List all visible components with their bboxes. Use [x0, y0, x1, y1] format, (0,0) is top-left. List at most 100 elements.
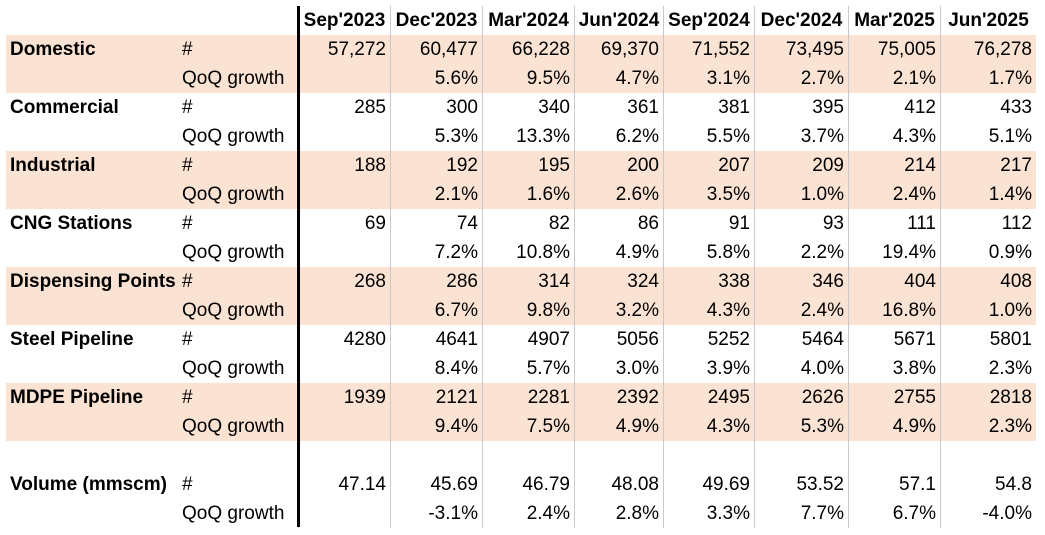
metric-growth-row: QoQ growth 5.6% 9.5% 4.7% 3.1% 2.7% 2.1% 1.7% [6, 64, 1036, 93]
unit-label: # [182, 387, 193, 408]
count-cell: 57,272 [298, 35, 390, 64]
growth-cell: 1.7% [940, 64, 1036, 93]
count-cell: 75,005 [848, 35, 940, 64]
count-cell: 5252 [663, 325, 754, 354]
count-cell: 5671 [848, 325, 940, 354]
growth-cell: 2.8% [574, 499, 663, 528]
growth-cell: 0.9% [940, 238, 1036, 267]
count-cell: 86 [574, 209, 663, 238]
growth-cell: 3.3% [663, 499, 754, 528]
count-cell: 47.14 [298, 470, 390, 499]
metric-count-row: MDPE Pipeline #1939 2121 2281 2392 2495 2626 27… [6, 383, 1036, 412]
unit-label: # [182, 271, 193, 292]
growth-cell: 2.1% [390, 180, 482, 209]
growth-cell [298, 122, 390, 151]
metric-growth-row: QoQ growth 7.2% 10.8% 4.9% 5.8% 2.2% 19.4% 0.9% [6, 238, 1036, 267]
growth-cell [298, 354, 390, 383]
growth-label: QoQ growth [182, 242, 285, 263]
growth-cell: 3.2% [574, 296, 663, 325]
growth-cell: 5.3% [754, 412, 848, 441]
metric-label: Steel Pipeline [10, 329, 134, 350]
count-cell: 195 [482, 151, 574, 180]
count-cell: 4280 [298, 325, 390, 354]
count-cell: 412 [848, 93, 940, 122]
count-cell: 4907 [482, 325, 574, 354]
count-cell: 111 [848, 209, 940, 238]
count-cell: 200 [574, 151, 663, 180]
growth-cell [298, 180, 390, 209]
growth-cell: 2.3% [940, 354, 1036, 383]
metric-label: Industrial [10, 155, 96, 176]
metric-label: Domestic [10, 39, 96, 60]
count-cell: 45.69 [390, 470, 482, 499]
growth-cell: 5.6% [390, 64, 482, 93]
growth-cell: 1.0% [754, 180, 848, 209]
growth-cell: 2.2% [754, 238, 848, 267]
growth-cell: 3.1% [663, 64, 754, 93]
metric-growth-row: QoQ growth 8.4% 5.7% 3.0% 3.9% 4.0% 3.8% 2.3% [6, 354, 1036, 383]
count-cell: 71,552 [663, 35, 754, 64]
unit-label: # [182, 474, 193, 495]
growth-cell: 1.6% [482, 180, 574, 209]
growth-cell: 4.9% [848, 412, 940, 441]
growth-cell: 7.5% [482, 412, 574, 441]
growth-cell: 7.7% [754, 499, 848, 528]
count-cell: 5801 [940, 325, 1036, 354]
unit-label: # [182, 97, 193, 118]
metric-label: Volume (mmscm) [10, 474, 167, 495]
count-cell: 2818 [940, 383, 1036, 412]
growth-cell [298, 296, 390, 325]
growth-cell: 2.1% [848, 64, 940, 93]
growth-cell: 3.8% [848, 354, 940, 383]
growth-label: QoQ growth [182, 358, 285, 379]
column-header: Sep'2023 [298, 6, 390, 35]
count-cell: 300 [390, 93, 482, 122]
empty-cell [848, 441, 940, 470]
growth-cell [298, 412, 390, 441]
count-cell: 48.08 [574, 470, 663, 499]
growth-cell: 2.7% [754, 64, 848, 93]
growth-cell: 16.8% [848, 296, 940, 325]
growth-cell: 8.4% [390, 354, 482, 383]
count-cell: 69 [298, 209, 390, 238]
count-cell: 209 [754, 151, 848, 180]
count-cell: 54.8 [940, 470, 1036, 499]
count-cell: 217 [940, 151, 1036, 180]
growth-cell: 4.9% [574, 238, 663, 267]
count-cell: 53.52 [754, 470, 848, 499]
empty-cell [940, 441, 1036, 470]
empty-cell [754, 441, 848, 470]
count-cell: 49.69 [663, 470, 754, 499]
count-cell: 1939 [298, 383, 390, 412]
count-cell: 188 [298, 151, 390, 180]
count-cell: 4641 [390, 325, 482, 354]
metric-label: Commercial [10, 97, 119, 118]
growth-cell: 4.3% [848, 122, 940, 151]
count-cell: 395 [754, 93, 848, 122]
count-cell: 60,477 [390, 35, 482, 64]
growth-cell: 3.5% [663, 180, 754, 209]
empty-cell [482, 441, 574, 470]
count-cell: 338 [663, 267, 754, 296]
growth-cell: 5.1% [940, 122, 1036, 151]
metric-label: MDPE Pipeline [10, 387, 144, 408]
spacer-row [6, 441, 1036, 470]
empty-cell [663, 441, 754, 470]
growth-cell: 6.7% [390, 296, 482, 325]
growth-cell: 3.0% [574, 354, 663, 383]
metric-count-row: Domestic #57,272 60,477 66,228 69,370 71,552 7… [6, 35, 1036, 64]
column-header: Dec'2024 [754, 6, 848, 35]
growth-label: QoQ growth [182, 416, 285, 437]
count-cell: 57.1 [848, 470, 940, 499]
growth-cell [298, 499, 390, 528]
empty-cell [298, 441, 390, 470]
column-header: Dec'2023 [390, 6, 482, 35]
growth-cell: -4.0% [940, 499, 1036, 528]
growth-cell: 19.4% [848, 238, 940, 267]
growth-label: QoQ growth [182, 68, 285, 89]
growth-cell: 3.7% [754, 122, 848, 151]
growth-cell: 5.3% [390, 122, 482, 151]
growth-cell: 2.4% [754, 296, 848, 325]
column-header: Sep'2024 [663, 6, 754, 35]
metric-label: Dispensing Points [10, 271, 176, 292]
